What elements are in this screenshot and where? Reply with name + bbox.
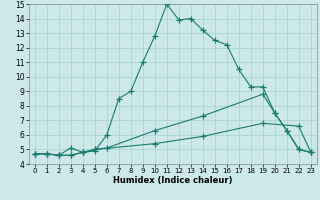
- X-axis label: Humidex (Indice chaleur): Humidex (Indice chaleur): [113, 176, 233, 185]
